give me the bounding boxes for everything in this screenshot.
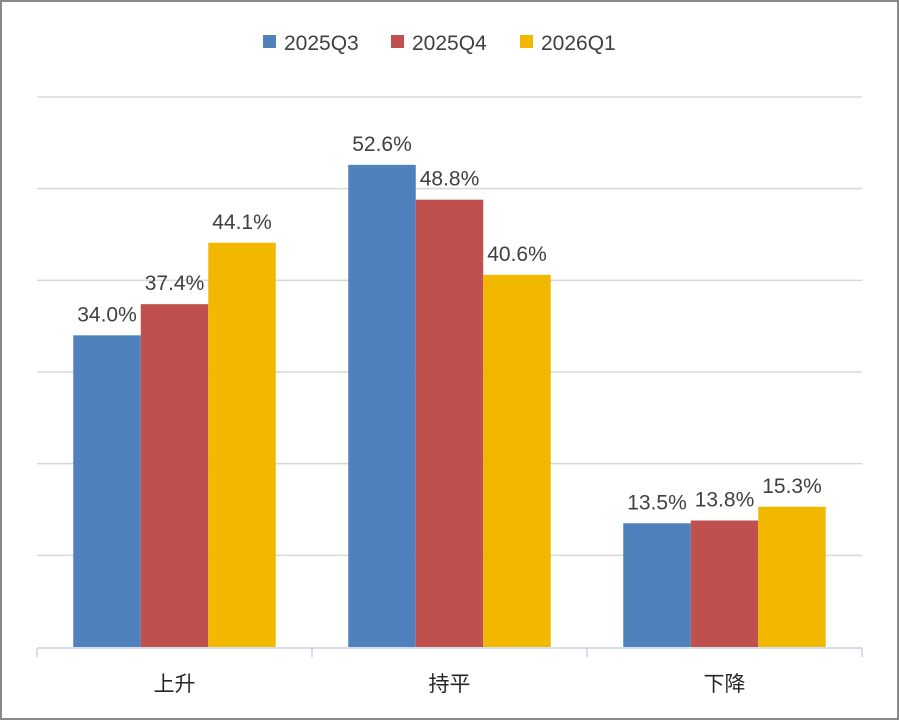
bar-2025Q4-1 [415, 199, 484, 647]
bar-2025Q3-2 [623, 523, 691, 647]
legend-label: 2026Q1 [541, 32, 616, 55]
category-label: 下降 [704, 673, 746, 696]
legend-swatch-2025Q3 [263, 35, 276, 48]
data-label: 52.6% [352, 133, 412, 156]
bar-2025Q3-0 [73, 335, 141, 647]
bar-2025Q4-0 [140, 304, 209, 647]
legend-swatch-2025Q4 [391, 35, 404, 48]
legend-label: 2025Q3 [284, 32, 359, 55]
category-label: 持平 [429, 673, 471, 696]
bar-2026Q1-1 [483, 274, 551, 647]
data-label: 13.8% [695, 489, 755, 512]
bar-2025Q3-1 [348, 164, 416, 648]
data-label: 15.3% [762, 475, 822, 498]
bar-2026Q1-2 [758, 506, 826, 647]
data-label: 48.8% [420, 168, 480, 191]
data-label: 13.5% [627, 491, 687, 514]
category-label: 上升 [154, 673, 196, 696]
legend-swatch-2026Q1 [520, 35, 533, 48]
legend-label: 2025Q4 [412, 32, 487, 55]
data-label: 44.1% [212, 211, 272, 234]
bar-2025Q4-2 [690, 520, 759, 647]
data-label: 34.0% [77, 303, 137, 326]
bar-2026Q1-0 [208, 242, 276, 647]
data-label: 40.6% [487, 243, 547, 266]
data-label: 37.4% [145, 272, 205, 295]
